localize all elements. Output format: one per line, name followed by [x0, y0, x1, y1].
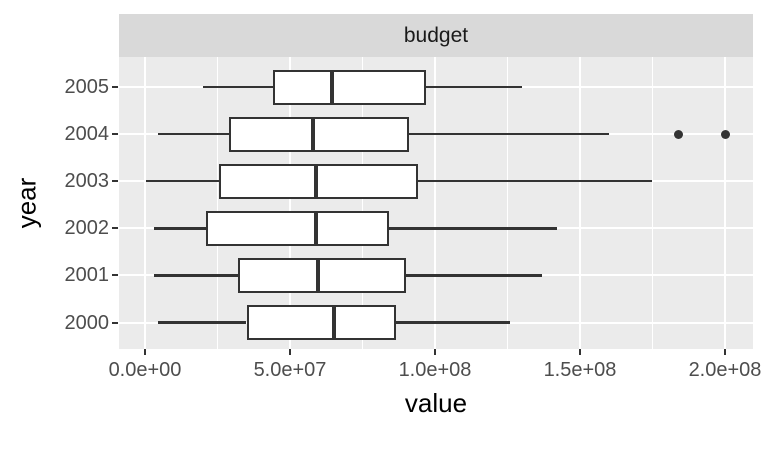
y-tick-mark	[112, 321, 118, 324]
x-tick-mark	[144, 349, 146, 355]
whisker-line-right	[395, 321, 511, 324]
x-gridline-minor	[217, 57, 218, 349]
outlier-point	[720, 129, 730, 139]
x-tick-label: 2.0e+08	[688, 359, 762, 381]
y-axis-title: year	[11, 177, 42, 229]
x-tick-label: 1.5e+08	[543, 359, 617, 381]
whisker-line-right	[406, 274, 543, 277]
x-gridline-major	[579, 57, 581, 349]
y-tick-mark	[112, 133, 118, 136]
plot-panel	[119, 57, 753, 349]
y-tick-label: 2003	[64, 170, 110, 193]
boxplot-box	[218, 163, 418, 199]
whisker-line-right	[426, 85, 522, 89]
whisker-line-left	[153, 227, 206, 230]
y-tick-mark	[112, 227, 118, 230]
x-gridline-major	[434, 57, 436, 349]
median-line	[331, 305, 336, 340]
whisker-line-left	[146, 179, 219, 183]
median-line	[314, 163, 319, 199]
x-tick-label: 5.0e+07	[253, 359, 327, 381]
x-gridline-major	[144, 57, 146, 349]
y-tick-mark	[112, 180, 118, 183]
x-gridline-major	[724, 57, 726, 349]
whisker-line-right	[417, 179, 653, 183]
x-tick-label: 0.0e+00	[108, 359, 182, 381]
boxplot-box	[237, 257, 406, 293]
y-tick-label: 2005	[64, 76, 110, 98]
outlier-point	[674, 129, 684, 139]
whisker-line-right	[388, 227, 557, 230]
whisker-line-left	[153, 274, 238, 277]
whisker-line-left	[158, 132, 230, 136]
facet-strip-label: budget	[403, 23, 469, 47]
y-tick-mark	[112, 274, 118, 277]
boxplot-box	[229, 116, 409, 152]
facet-strip: budget	[119, 14, 753, 57]
y-tick-label: 2000	[64, 311, 110, 334]
x-gridline-major	[289, 57, 291, 349]
x-tick-mark	[289, 349, 291, 355]
y-tick-label: 2002	[64, 217, 110, 240]
whisker-line-left	[158, 321, 247, 324]
x-axis-title: value	[404, 388, 468, 418]
whisker-line-left	[203, 85, 273, 89]
median-line	[314, 210, 319, 246]
y-tick-label: 2004	[64, 123, 110, 146]
median-line	[315, 257, 320, 293]
x-tick-mark	[579, 349, 581, 355]
y-tick-mark	[112, 86, 118, 88]
median-line	[311, 116, 316, 152]
boxplot-box	[272, 69, 427, 105]
median-line	[330, 69, 335, 105]
x-gridline-minor	[507, 57, 508, 349]
x-gridline-minor	[652, 57, 653, 349]
x-tick-mark	[434, 349, 436, 355]
y-tick-label: 2001	[64, 264, 110, 287]
x-gridline-minor	[362, 57, 363, 349]
boxplot-box	[205, 210, 389, 246]
whisker-line-right	[408, 132, 609, 136]
boxplot-box	[246, 305, 396, 340]
x-tick-label: 1.0e+08	[398, 359, 472, 381]
x-tick-mark	[724, 349, 726, 355]
